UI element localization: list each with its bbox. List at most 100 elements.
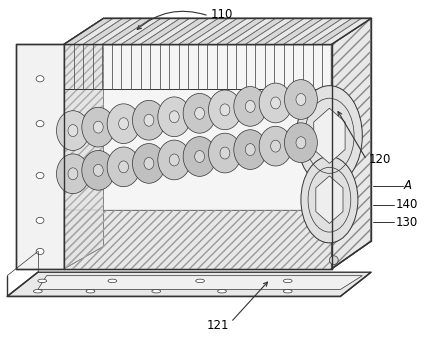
Polygon shape: [64, 44, 332, 269]
Ellipse shape: [169, 154, 179, 166]
Polygon shape: [7, 272, 371, 296]
Polygon shape: [122, 18, 170, 44]
Polygon shape: [226, 18, 276, 44]
Polygon shape: [38, 276, 362, 290]
Polygon shape: [64, 18, 113, 44]
Ellipse shape: [86, 290, 95, 293]
Polygon shape: [217, 18, 266, 44]
Ellipse shape: [183, 93, 216, 133]
Polygon shape: [131, 18, 180, 44]
Ellipse shape: [36, 76, 44, 82]
Text: 140: 140: [395, 198, 417, 211]
Ellipse shape: [107, 147, 140, 187]
Polygon shape: [188, 18, 238, 44]
Polygon shape: [74, 18, 123, 44]
Polygon shape: [313, 18, 361, 44]
Ellipse shape: [119, 118, 128, 130]
Ellipse shape: [36, 217, 44, 224]
Ellipse shape: [218, 290, 226, 293]
Ellipse shape: [329, 256, 338, 264]
Polygon shape: [255, 18, 304, 44]
Ellipse shape: [259, 83, 292, 123]
Ellipse shape: [158, 140, 191, 180]
Polygon shape: [198, 18, 247, 44]
Ellipse shape: [234, 87, 267, 126]
Polygon shape: [274, 18, 323, 44]
Ellipse shape: [246, 144, 255, 155]
Ellipse shape: [169, 111, 179, 123]
Polygon shape: [314, 108, 345, 163]
Polygon shape: [83, 18, 132, 44]
Ellipse shape: [93, 164, 103, 176]
Ellipse shape: [220, 104, 230, 116]
Ellipse shape: [68, 168, 78, 180]
Text: 121: 121: [206, 319, 229, 332]
Polygon shape: [64, 210, 332, 269]
Ellipse shape: [283, 279, 292, 283]
Ellipse shape: [158, 97, 191, 137]
Ellipse shape: [271, 140, 281, 152]
Ellipse shape: [194, 151, 205, 163]
Text: 110: 110: [211, 8, 233, 21]
Polygon shape: [207, 18, 257, 44]
Ellipse shape: [152, 290, 161, 293]
Ellipse shape: [119, 161, 128, 173]
Ellipse shape: [108, 279, 117, 283]
Ellipse shape: [82, 107, 115, 147]
Ellipse shape: [296, 137, 306, 148]
Polygon shape: [93, 18, 142, 44]
Ellipse shape: [259, 126, 292, 166]
Ellipse shape: [301, 157, 358, 243]
Ellipse shape: [56, 111, 89, 151]
Ellipse shape: [209, 90, 242, 130]
Polygon shape: [332, 18, 371, 269]
Ellipse shape: [209, 133, 242, 173]
Polygon shape: [246, 18, 295, 44]
Ellipse shape: [33, 290, 42, 293]
Ellipse shape: [144, 158, 154, 170]
Ellipse shape: [285, 80, 317, 119]
Ellipse shape: [246, 100, 255, 112]
Ellipse shape: [107, 104, 140, 144]
Polygon shape: [293, 18, 342, 44]
Ellipse shape: [285, 123, 317, 163]
Polygon shape: [64, 18, 103, 269]
Polygon shape: [141, 18, 190, 44]
Polygon shape: [316, 176, 343, 224]
Polygon shape: [332, 18, 371, 269]
Polygon shape: [169, 18, 218, 44]
Polygon shape: [112, 18, 161, 44]
Polygon shape: [179, 18, 228, 44]
Ellipse shape: [183, 137, 216, 176]
Ellipse shape: [132, 144, 165, 183]
Polygon shape: [322, 18, 371, 44]
Ellipse shape: [132, 100, 165, 140]
Polygon shape: [160, 18, 209, 44]
Ellipse shape: [194, 107, 205, 119]
Ellipse shape: [36, 249, 44, 254]
Ellipse shape: [38, 279, 47, 283]
Ellipse shape: [297, 86, 362, 186]
Ellipse shape: [68, 125, 78, 137]
Ellipse shape: [93, 121, 103, 133]
Text: A: A: [404, 179, 412, 192]
Ellipse shape: [283, 290, 292, 293]
Ellipse shape: [56, 154, 89, 194]
Ellipse shape: [82, 151, 115, 190]
Ellipse shape: [36, 121, 44, 127]
Ellipse shape: [296, 94, 306, 105]
Ellipse shape: [220, 147, 230, 159]
Polygon shape: [236, 18, 285, 44]
Ellipse shape: [144, 114, 154, 126]
Polygon shape: [265, 18, 314, 44]
Ellipse shape: [196, 279, 205, 283]
Polygon shape: [150, 18, 199, 44]
Text: 130: 130: [395, 216, 417, 229]
Polygon shape: [16, 44, 64, 269]
Ellipse shape: [271, 97, 281, 109]
Polygon shape: [64, 18, 371, 44]
Polygon shape: [103, 18, 151, 44]
Ellipse shape: [234, 130, 267, 170]
Text: 120: 120: [369, 153, 391, 166]
Polygon shape: [284, 18, 333, 44]
